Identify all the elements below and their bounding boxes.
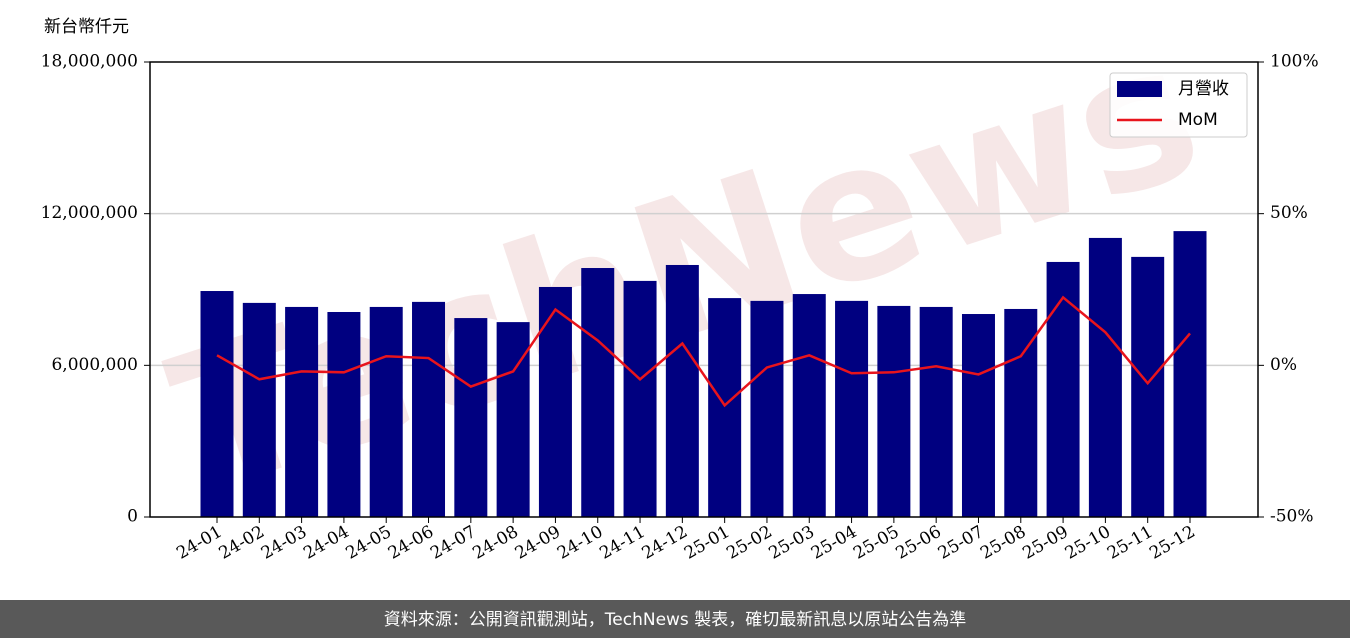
footer-bar (0, 600, 1350, 638)
x-tick-label: 25-10 (1062, 522, 1114, 564)
bar (242, 302, 276, 517)
bar (623, 280, 657, 517)
y-tick-label: 0 (127, 507, 138, 527)
x-tick-label: 24-08 (469, 522, 521, 564)
bar (200, 291, 234, 517)
x-tick-label: 25-11 (1104, 522, 1156, 564)
bar (581, 268, 615, 517)
x-tick-label: 25-04 (808, 522, 860, 564)
bar (708, 298, 742, 517)
bar (1173, 231, 1207, 517)
bar (792, 294, 826, 517)
bar (877, 305, 911, 517)
bar (1004, 308, 1038, 517)
bar (454, 318, 488, 517)
bar (750, 300, 784, 517)
x-tick-label: 25-08 (977, 522, 1029, 564)
bar (1088, 237, 1122, 517)
x-tick-label: 24-12 (639, 522, 691, 564)
bar (538, 286, 572, 517)
x-tick-label: 24-04 (300, 522, 352, 564)
x-tick-label: 24-01 (173, 522, 225, 564)
x-tick-label: 25-06 (892, 522, 944, 564)
x-tick-label: 25-07 (935, 522, 987, 564)
bar (285, 306, 319, 517)
footer: 資料來源：公開資訊觀測站，TechNews 製表，確切最新訊息以原站公告為準 (384, 610, 966, 630)
y2-tick-label: 50% (1270, 203, 1308, 223)
x-tick-label: 25-12 (1146, 522, 1198, 564)
y2-tick-label: -50% (1270, 507, 1314, 527)
x-tick-label: 24-03 (258, 522, 310, 564)
bar (327, 311, 361, 517)
x-tick-label: 25-05 (850, 522, 902, 564)
bar (369, 306, 403, 517)
legend-label: 月營收 (1178, 79, 1229, 99)
x-tick-label: 24-07 (427, 522, 479, 564)
legend-label: MoM (1178, 110, 1218, 130)
x-tick-label: 24-09 (512, 522, 564, 564)
bar (1131, 256, 1165, 517)
mom-line (216, 295, 1191, 408)
bar (961, 314, 995, 517)
y2-tick-label: 100% (1270, 52, 1319, 72)
x-tick-label: 25-01 (681, 522, 733, 564)
y-tick-label: 18,000,000 (41, 52, 138, 72)
x-tick-label: 25-09 (1019, 522, 1071, 564)
y-tick-label: 12,000,000 (41, 203, 138, 223)
x-tick-label: 24-06 (385, 522, 437, 564)
x-tick-label: 24-05 (343, 522, 395, 564)
bar (1046, 261, 1080, 517)
plot-frame (149, 61, 1259, 518)
y2-tick-label: 0% (1270, 355, 1297, 375)
x-tick-label: 24-11 (596, 522, 648, 564)
bar (835, 300, 869, 517)
x-tick-label: 24-10 (554, 522, 606, 564)
x-tick-label: 25-03 (766, 522, 818, 564)
bar (496, 322, 530, 517)
bar (919, 306, 953, 517)
bar (665, 264, 699, 517)
legend-swatch (1117, 81, 1162, 97)
unit-label: 新台幣仟元 (44, 17, 129, 37)
bar (412, 301, 446, 517)
y-tick-label: 6,000,000 (51, 355, 138, 375)
x-tick-label: 25-02 (723, 522, 775, 564)
